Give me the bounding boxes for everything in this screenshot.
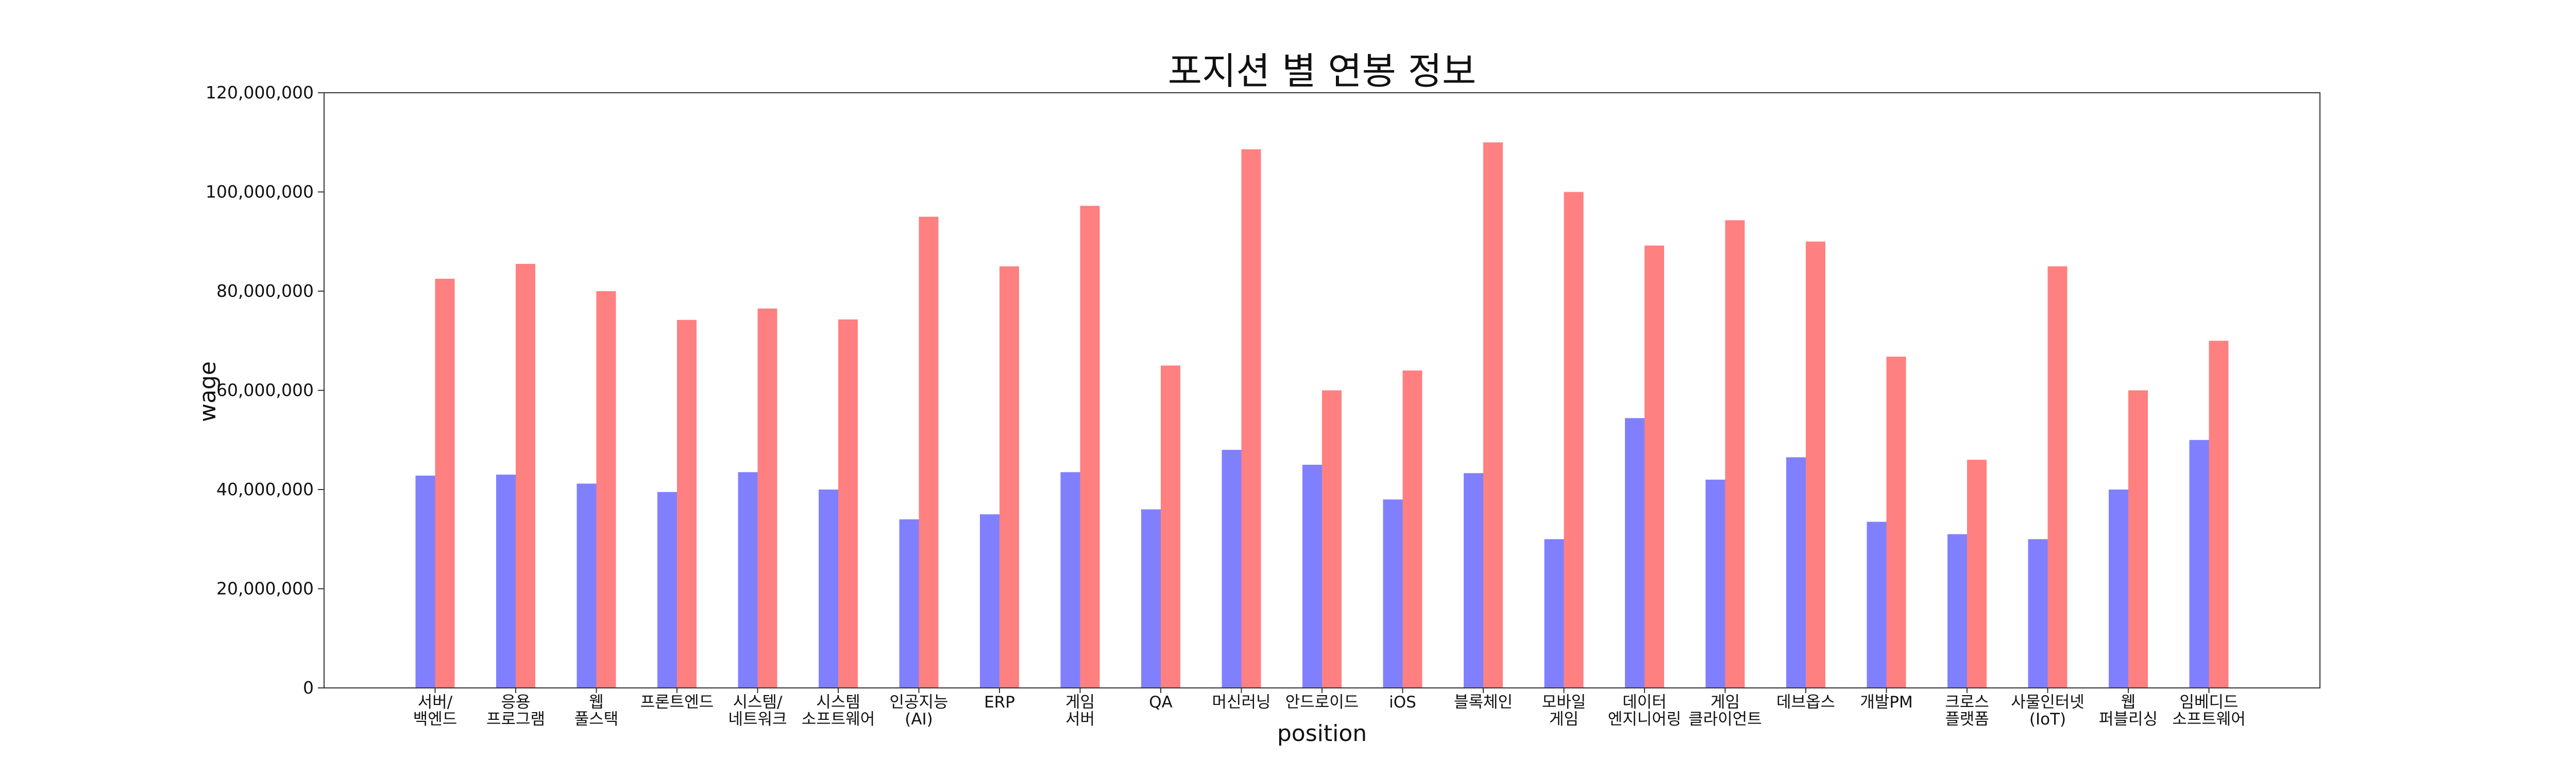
- bar-series-1-item-12: [1302, 465, 1322, 688]
- x-tick-label: 데이터 엔지니어링: [1608, 693, 1682, 729]
- y-ticks: 0 20,000,000 40,000,000 60,000,000 80,000,00…: [206, 82, 324, 698]
- bar-series-1-item-4: [657, 492, 677, 688]
- bar-series-2-item-5: [758, 309, 777, 688]
- x-tick-label: 응용 프로그램: [486, 693, 545, 729]
- x-tick-label: 머신러닝: [1212, 693, 1270, 712]
- bar-series-1-item-2: [496, 475, 516, 688]
- bar-series-1-item-9: [1061, 472, 1080, 688]
- bar-series-2-item-9: [1080, 206, 1100, 688]
- bar-series-1-item-14: [1464, 473, 1483, 688]
- bar-series-1-item-5: [738, 472, 758, 688]
- bar-series-2-item-3: [597, 291, 616, 688]
- x-tick-label: 모바일 게임: [1542, 693, 1586, 729]
- bar-series-2-item-12: [1322, 391, 1342, 688]
- x-tick-label: 게임 클라이언트: [1688, 693, 1762, 729]
- bar-series-2-item-11: [1242, 149, 1261, 688]
- bar-series-1-item-23: [2190, 440, 2209, 688]
- bar-series-1-item-8: [980, 514, 999, 688]
- bars-layer: [416, 142, 2229, 688]
- bar-series-2-item-13: [1403, 370, 1422, 688]
- x-tick-label: 사물인터넷 (IoT): [2011, 693, 2084, 729]
- bar-series-2-item-6: [838, 319, 858, 688]
- bar-series-2-item-23: [2209, 341, 2229, 688]
- bar-series-1-item-19: [1867, 522, 1887, 688]
- x-tick-label: 프론트엔드: [640, 693, 714, 712]
- bar-series-2-item-14: [1483, 142, 1503, 688]
- x-tick-label: 웹 풀스택: [574, 693, 619, 729]
- bar-series-1-item-11: [1222, 450, 1242, 688]
- x-tick-label: ERP: [984, 693, 1015, 712]
- x-tick-label: 데브옵스: [1776, 693, 1835, 712]
- bar-series-2-item-1: [435, 279, 455, 688]
- bar-series-1-item-13: [1383, 499, 1403, 688]
- x-tick-label: 안드로이드: [1285, 693, 1359, 712]
- chart-title: 포지션 별 연봉 정보: [1168, 49, 1477, 93]
- bar-series-2-item-18: [1806, 242, 1825, 688]
- bar-series-2-item-22: [2128, 391, 2148, 688]
- bar-series-2-item-16: [1645, 246, 1664, 688]
- x-tick-label: 시스템 소프트웨어: [802, 693, 875, 729]
- bar-series-2-item-21: [2048, 266, 2067, 688]
- x-tick-label: 개발PM: [1860, 693, 1912, 712]
- bar-series-1-item-10: [1141, 510, 1161, 688]
- x-tick-label: 크로스 플랫폼: [1945, 693, 1989, 729]
- bar-series-1-item-15: [1545, 539, 1564, 688]
- bar-series-2-item-2: [516, 264, 535, 688]
- bar-series-1-item-21: [2028, 539, 2048, 688]
- bar-series-2-item-15: [1564, 192, 1584, 688]
- bar-series-1-item-7: [900, 519, 919, 688]
- bar-series-2-item-20: [1967, 460, 1987, 688]
- bar-series-2-item-8: [999, 266, 1019, 688]
- y-tick-label: 0: [303, 678, 314, 698]
- y-tick-label: 40,000,000: [216, 479, 314, 499]
- x-tick-label: QA: [1149, 693, 1173, 712]
- x-tick-label: 시스템/네트워크: [728, 693, 787, 729]
- bar-series-1-item-6: [819, 490, 838, 688]
- x-tick-label: 인공지능 (AI): [889, 693, 948, 729]
- y-tick-label: 100,000,000: [206, 182, 314, 202]
- bar-series-1-item-20: [1947, 534, 1967, 688]
- x-tick-label: iOS: [1389, 693, 1416, 712]
- bar-series-1-item-1: [416, 476, 435, 688]
- x-tick-label: 임베디드 소프트웨어: [2172, 693, 2246, 729]
- bar-series-1-item-22: [2109, 490, 2128, 688]
- bar-series-2-item-4: [677, 320, 697, 688]
- bar-series-2-item-7: [919, 217, 939, 688]
- x-tick-label: 블록체인: [1454, 693, 1513, 712]
- bar-series-1-item-18: [1786, 457, 1806, 688]
- bar-series-1-item-17: [1706, 480, 1725, 688]
- bar-series-2-item-19: [1887, 357, 1906, 688]
- bar-series-1-item-3: [577, 484, 597, 688]
- y-tick-label: 120,000,000: [206, 82, 314, 103]
- x-tick-label: 웹 퍼블리싱: [2099, 693, 2158, 729]
- y-tick-label: 20,000,000: [216, 579, 314, 599]
- bar-series-2-item-17: [1725, 220, 1745, 688]
- x-tick-label: 서버/백엔드: [413, 693, 457, 729]
- bar-series-1-item-16: [1625, 418, 1645, 688]
- y-tick-label: 60,000,000: [216, 380, 314, 400]
- x-tick-label: 게임 서버: [1065, 693, 1095, 729]
- bar-series-2-item-10: [1161, 365, 1180, 688]
- y-tick-label: 80,000,000: [216, 281, 314, 301]
- x-axis-title: position: [1277, 720, 1367, 747]
